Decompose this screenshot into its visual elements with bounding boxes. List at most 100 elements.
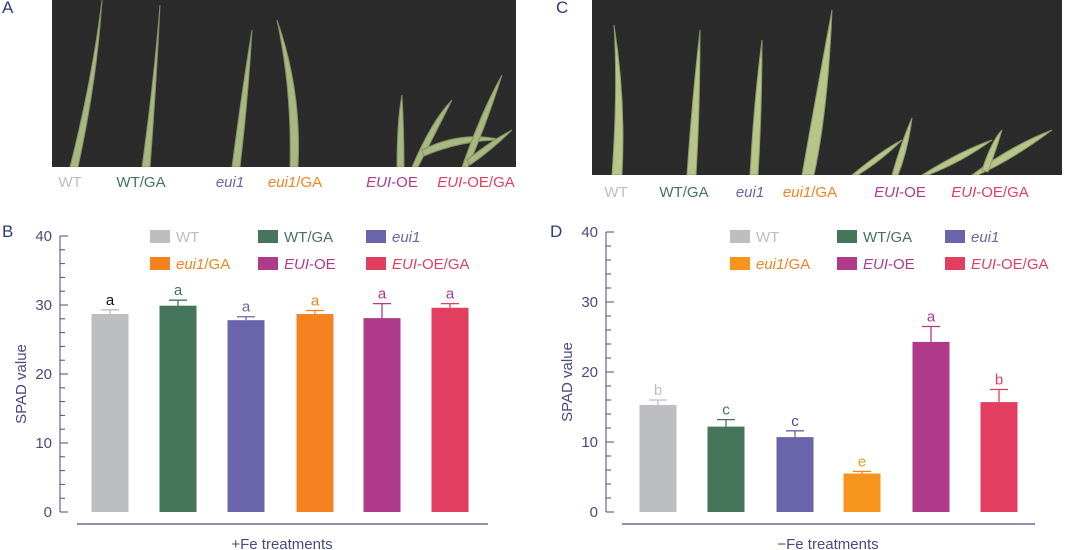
bar xyxy=(980,402,1018,512)
legend-swatch xyxy=(258,230,278,243)
bar xyxy=(296,313,334,512)
label-italic: eui1 xyxy=(267,174,297,191)
leaf-drawing-c xyxy=(611,9,1053,175)
photo-label-c: WT/GA xyxy=(659,184,708,201)
label-italic: EUI xyxy=(437,174,463,191)
legend-swatch xyxy=(730,257,750,270)
photo-label-c: EUI-OE/GA xyxy=(951,184,1029,201)
label-italic: eui1 xyxy=(735,184,765,201)
label-text: -OE xyxy=(899,184,926,201)
significance-label: a xyxy=(927,309,936,326)
legend-label: WT/GA xyxy=(284,229,333,246)
legend-text: -OE xyxy=(888,256,915,273)
legend-swatch xyxy=(366,230,386,243)
label-text: WT/GA xyxy=(659,184,709,201)
panel-letter-a: A xyxy=(2,0,14,17)
plant-photo-c xyxy=(592,0,1062,175)
legend-label: eui1/GA xyxy=(756,256,810,273)
label-text: -OE xyxy=(391,174,418,191)
photo-label-a: eui1 xyxy=(216,174,244,191)
label-italic: eui1 xyxy=(215,174,245,191)
label-text: -OE/GA xyxy=(976,184,1029,201)
photo-label-a: EUI-OE/GA xyxy=(437,174,515,191)
legend-label: eui1 xyxy=(392,229,420,246)
bar xyxy=(912,341,950,512)
significance-label: a xyxy=(174,282,183,299)
y-tick-label: 10 xyxy=(581,434,598,451)
legend-italic: EUI xyxy=(863,256,888,273)
photo-label-c: eui1 xyxy=(736,184,764,201)
legend-text: WT xyxy=(756,229,779,246)
photo-label-a: WT xyxy=(58,174,81,191)
significance-label: a xyxy=(446,286,455,303)
legend-label: WT xyxy=(176,229,199,246)
photo-label-c: WT xyxy=(604,184,627,201)
label-italic: EUI xyxy=(366,174,392,191)
photo-label-a: eui1/GA xyxy=(268,174,322,191)
bar xyxy=(363,318,401,512)
label-text: WT/GA xyxy=(116,174,166,191)
significance-label: c xyxy=(791,413,799,430)
y-axis-label: SPAD value xyxy=(13,344,30,424)
legend-label: eui1/GA xyxy=(176,256,230,273)
y-tick-label: 20 xyxy=(581,364,598,381)
significance-label: a xyxy=(311,293,320,310)
legend-swatch xyxy=(837,257,857,270)
bar xyxy=(227,320,265,512)
label-text: /GA xyxy=(811,184,838,201)
y-tick-label: 40 xyxy=(581,224,598,241)
legend-text: /GA xyxy=(784,256,810,273)
photo-label-c: EUI-OE xyxy=(874,184,926,201)
y-tick-label: 20 xyxy=(35,366,52,383)
label-italic: EUI xyxy=(874,184,900,201)
legend-text: WT xyxy=(176,229,199,246)
legend-italic: EUI xyxy=(971,256,996,273)
legend-swatch xyxy=(730,230,750,243)
significance-label: c xyxy=(722,402,730,419)
legend-text: WT/GA xyxy=(284,229,333,246)
legend-text: /GA xyxy=(204,256,230,273)
label-text: /GA xyxy=(296,174,323,191)
legend-swatch xyxy=(150,230,170,243)
label-text: WT xyxy=(604,184,628,201)
significance-label: a xyxy=(106,292,115,309)
legend-swatch xyxy=(366,257,386,270)
legend-italic: eui1 xyxy=(176,256,204,273)
y-tick-label: 0 xyxy=(590,504,598,521)
chart-b: 0 10 20 30 40 SPAD value +Fe treatments a a a a a a W… xyxy=(13,228,488,550)
legend-label: WT xyxy=(756,229,779,246)
label-text: WT xyxy=(58,174,82,191)
legend-label: EUI-OE/GA xyxy=(971,256,1049,273)
x-axis-label: −Fe treatments xyxy=(777,536,878,550)
legend-italic: eui1 xyxy=(392,229,420,246)
legend-italic: EUI xyxy=(392,256,417,273)
legend-swatch xyxy=(837,230,857,243)
photo-label-a: WT/GA xyxy=(116,174,165,191)
photo-label-c: eui1/GA xyxy=(783,184,837,201)
significance-label: a xyxy=(378,286,387,303)
legend-italic: eui1 xyxy=(971,229,999,246)
x-axis-label: +Fe treatments xyxy=(231,536,332,550)
significance-label: e xyxy=(858,453,866,470)
legend-swatch xyxy=(945,230,965,243)
legend-italic: eui1 xyxy=(756,256,784,273)
chart-d: 0 10 20 30 40 SPAD value −Fe treatments b c c e a b W… xyxy=(559,224,1049,550)
leaf-drawing-a xyxy=(69,0,513,167)
significance-label: a xyxy=(242,299,251,316)
legend-label: EUI-OE xyxy=(284,256,336,273)
bar xyxy=(639,404,677,512)
plant-photo-a xyxy=(52,0,516,167)
y-tick-label: 10 xyxy=(35,435,52,452)
bar xyxy=(707,426,745,512)
bar xyxy=(431,307,469,512)
bar xyxy=(776,437,814,512)
label-italic: EUI xyxy=(951,184,977,201)
y-tick-label: 40 xyxy=(35,228,52,245)
bar xyxy=(159,305,197,512)
significance-label: b xyxy=(995,372,1003,389)
legend-text: -OE/GA xyxy=(996,256,1049,273)
y-tick-label: 0 xyxy=(44,504,52,521)
legend-text: WT/GA xyxy=(863,229,912,246)
legend-swatch xyxy=(258,257,278,270)
legend-swatch xyxy=(150,257,170,270)
